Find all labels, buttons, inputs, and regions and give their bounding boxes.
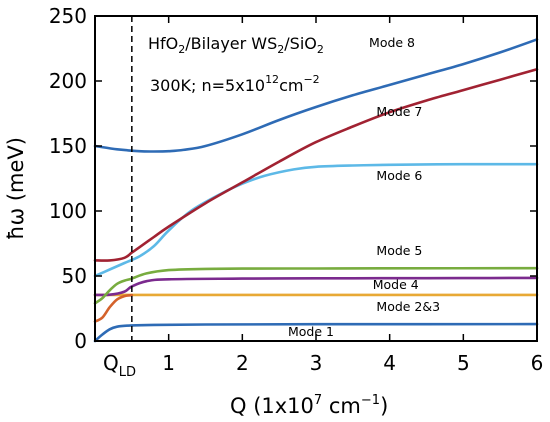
x-tick-label: 3	[310, 351, 323, 375]
mode-label: Mode 5	[376, 243, 422, 258]
series-line-4	[93, 276, 539, 297]
mode-label: Mode 8	[369, 35, 415, 50]
y-axis-title: ħω (meV)	[4, 137, 28, 240]
y-tick-label: 100	[49, 199, 87, 223]
plot-frame	[94, 15, 538, 342]
x-tick-label: 5	[457, 351, 470, 375]
mode-label: Mode 4	[373, 277, 419, 292]
mode-label: Mode 2&3	[376, 299, 440, 314]
y-tick-label: 50	[62, 264, 87, 288]
series-line-5	[93, 266, 539, 305]
x-tick-label: 2	[236, 351, 249, 375]
x-tick-label: 1	[162, 351, 175, 375]
mode-label: Mode 6	[376, 168, 422, 183]
series-line-1	[93, 322, 539, 343]
qld-label: QLD	[103, 351, 136, 380]
series-line-8	[93, 38, 539, 153]
x-axis-title: Q (1x107 cm−1)	[230, 393, 388, 418]
mode-labels: Mode 8 Mode 7 Mode 6 Mode 5 Mode 4 Mode 2&3 Mo…	[288, 35, 440, 339]
x-tick-label: 4	[383, 351, 396, 375]
axis-ticks: 1 2 3 4 5 6 0 50 100 150 200 250	[49, 4, 544, 375]
condition-annotation: 300K; n=5x1012cm−2	[150, 73, 320, 95]
y-tick-label: 250	[49, 4, 87, 28]
stack-annotation: HfO2/Bilayer WS2/SiO2	[148, 34, 324, 56]
mode-label: Mode 7	[376, 104, 422, 119]
y-tick-label: 200	[49, 69, 87, 93]
series-line-3	[93, 293, 134, 323]
series-line-6	[93, 162, 539, 278]
y-tick-label: 150	[49, 134, 87, 158]
series-line-7	[93, 68, 539, 262]
x-tick-label: 6	[531, 351, 544, 375]
mode-label: Mode 1	[288, 324, 334, 339]
y-tick-label: 0	[74, 329, 87, 353]
